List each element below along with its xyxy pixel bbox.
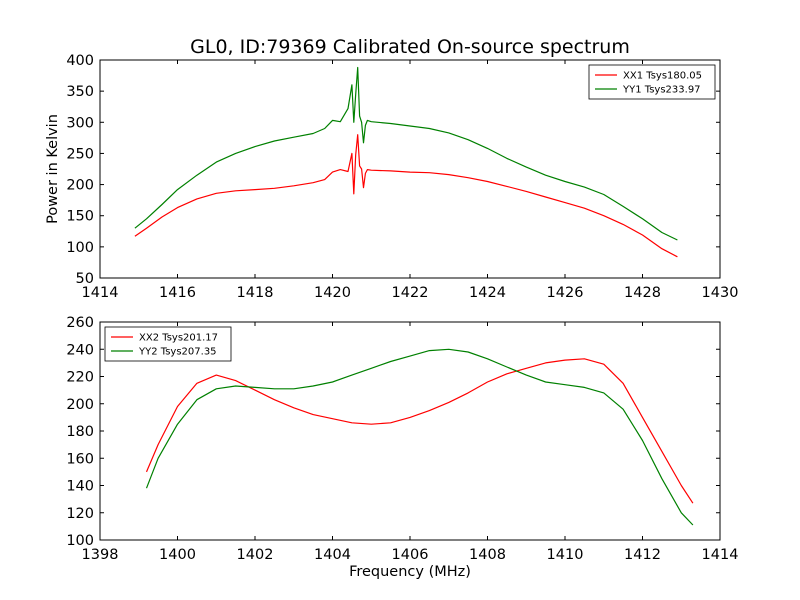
y-axis-label: Power in Kelvin [45, 114, 61, 224]
legend-box [588, 64, 716, 100]
x-tick-label: 1430 [702, 285, 739, 301]
y-tick-label: 240 [66, 342, 94, 358]
y-tick-label: 220 [66, 370, 94, 386]
legend: XX1 Tsys180.05 YY1 Tsys233.97 [588, 64, 716, 100]
bottom-plot-panel: 1398 1400 1402 1404 1406 1408 1410 1412 1414 100 1… [66, 315, 738, 580]
y-tick-label: 200 [66, 397, 94, 413]
legend: XX2 Tsys201.17 YY2 Tsys207.35 [104, 326, 232, 362]
x-tick-label: 1412 [624, 547, 661, 563]
y-tick-label: 180 [66, 424, 94, 440]
series-line-0-1 [134, 66, 678, 241]
x-tick-label: 1404 [314, 547, 351, 563]
x-tick-label: 1408 [469, 547, 506, 563]
series-line-1-0 [145, 358, 694, 504]
y-tick-label: 50 [76, 271, 94, 287]
y-tick-label: 400 [66, 53, 94, 69]
y-tick-label: 300 [66, 115, 94, 131]
x-tick-label: 1416 [159, 285, 196, 301]
y-tick-label: 120 [66, 506, 94, 522]
legend-box [104, 326, 232, 362]
x-tick-label: 1402 [237, 547, 274, 563]
top-plot-panel: 1414 1416 1418 1420 1422 1424 1426 1428 1430 50 10… [45, 53, 738, 301]
y-tick-label: 200 [66, 178, 94, 194]
x-tick-label: 1424 [469, 285, 506, 301]
y-tick-label: 100 [66, 240, 94, 256]
x-tick-label: 1414 [702, 547, 739, 563]
figure-title: GL0, ID:79369 Calibrated On-source spect… [190, 36, 630, 58]
x-tick-label: 1426 [547, 285, 584, 301]
x-tick-label: 1414 [82, 285, 119, 301]
x-tick-label: 1406 [392, 547, 429, 563]
x-tick-label: 1428 [624, 285, 661, 301]
legend-label: XX2 Tsys201.17 [139, 333, 218, 344]
series-line-1-1 [145, 348, 694, 526]
x-tick-label: 1420 [314, 285, 351, 301]
y-tick-label: 140 [66, 479, 94, 495]
x-tick-label: 1398 [82, 547, 119, 563]
legend-label: YY2 Tsys207.35 [138, 347, 217, 358]
x-tick-label: 1410 [547, 547, 584, 563]
y-tick-label: 260 [66, 315, 94, 331]
legend-label: XX1 Tsys180.05 [623, 71, 702, 82]
x-tick-label: 1400 [159, 547, 196, 563]
x-tick-label: 1418 [237, 285, 274, 301]
y-tick-label: 160 [66, 451, 94, 467]
y-tick-label: 250 [66, 146, 94, 162]
series-line-0-0 [134, 134, 678, 258]
y-tick-label: 350 [66, 84, 94, 100]
y-tick-label: 150 [66, 209, 94, 225]
x-axis-label: Frequency (MHz) [349, 564, 471, 580]
legend-label: YY1 Tsys233.97 [622, 85, 701, 96]
x-tick-label: 1422 [392, 285, 429, 301]
y-tick-label: 100 [66, 533, 94, 549]
